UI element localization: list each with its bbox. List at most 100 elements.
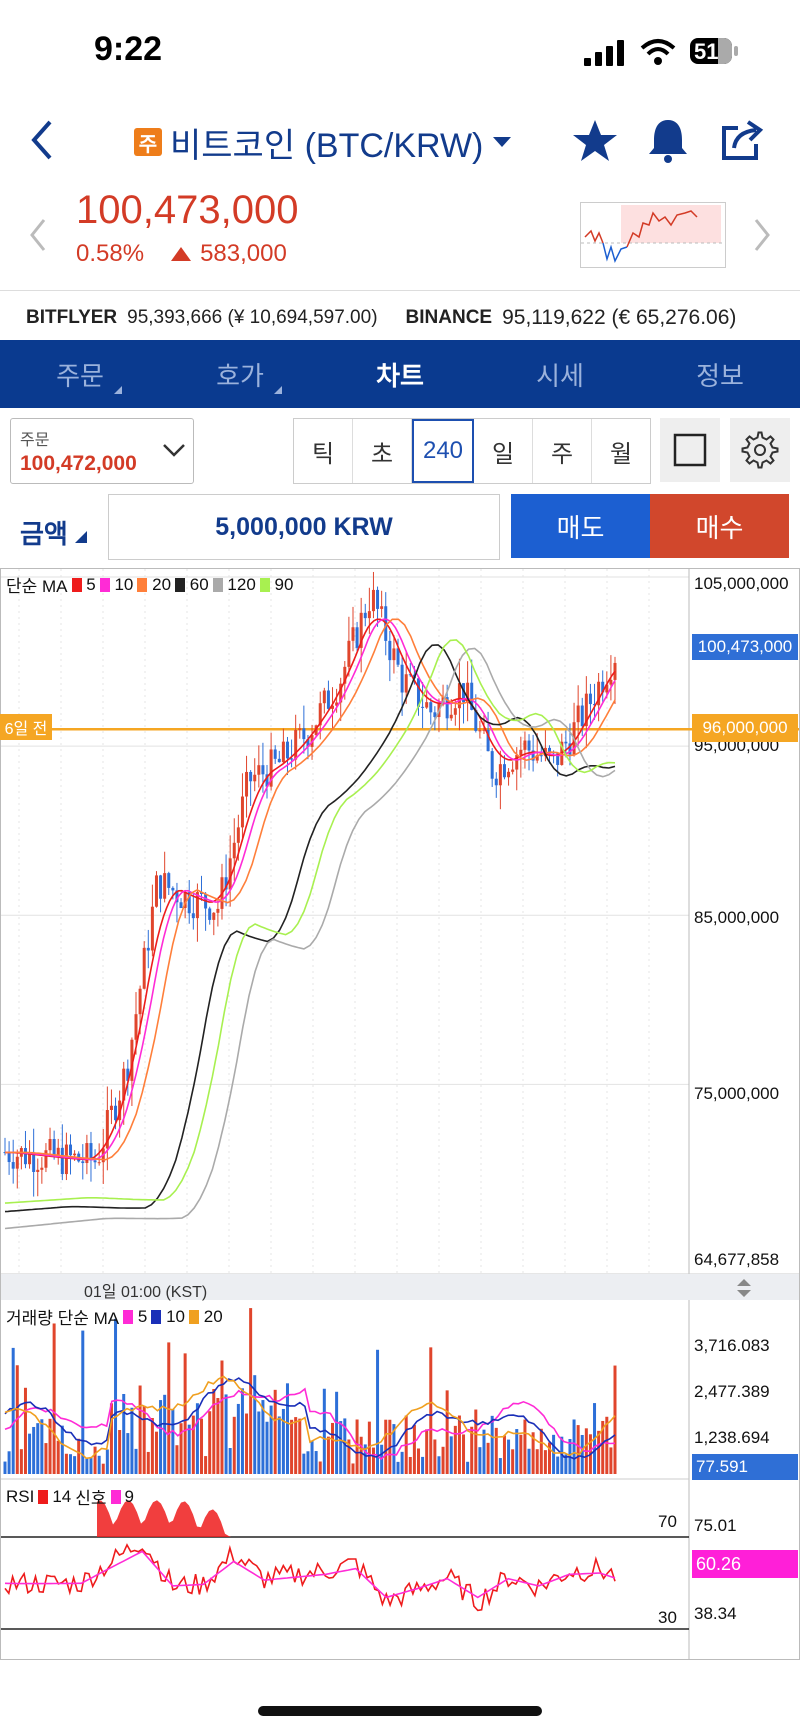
interval-tick[interactable]: 틱 [294,419,353,483]
candle-body [609,679,613,685]
candle-body [89,1143,93,1161]
volume-bar [81,1330,85,1474]
candle-body [371,589,375,612]
legend-vol-ma5: 5 [123,1307,147,1327]
volume-bar [236,1403,240,1474]
interval-month[interactable]: 월 [609,440,633,468]
candle-body [466,682,470,703]
candle-body [470,682,474,710]
tab-orderbook[interactable]: 호가 [160,340,320,408]
candle-body [367,611,371,619]
interval-selector: 틱 초 240 일 주 월 [293,418,651,484]
volume-bar [543,1450,547,1474]
alert-bell-icon[interactable] [646,116,690,164]
legend-ma10: 10 [99,575,133,595]
volume-bar [101,1463,105,1474]
candle-body [236,827,240,843]
volume-y-label: 3,716.083 [694,1336,770,1355]
volume-bar [552,1434,556,1474]
candle-body [64,1144,68,1175]
resize-handle-icon[interactable] [734,1278,754,1298]
interval-240[interactable]: 240 [412,419,474,483]
volume-bar [175,1445,179,1474]
volume-bar [486,1442,490,1474]
candle-body [290,758,294,760]
amount-type-select[interactable]: 금액 [20,514,88,551]
candle-body [150,906,154,951]
rsi-level-70: 70 [658,1512,677,1531]
mini-chart[interactable] [580,202,726,268]
buy-button[interactable]: 매수 [650,494,789,558]
current-price: 100,473,000 [76,188,299,232]
interval-second[interactable]: 초 [353,419,412,483]
interval-week[interactable]: 주 [533,419,592,483]
candle-body [195,892,199,919]
volume-bar [253,1375,257,1474]
candle-body [498,764,502,786]
candle-body [425,702,429,708]
candle-body [478,730,482,732]
candle-body [363,612,367,619]
chart-canvas[interactable] [1,569,799,1659]
candle-body [261,765,265,775]
volume-bar [224,1394,228,1474]
ma-line-120 [4,647,616,1230]
candle-body [60,1147,64,1175]
sell-button[interactable]: 매도 [511,494,650,558]
volume-bar [433,1439,437,1474]
volume-bar [507,1439,511,1474]
candle-body [527,740,531,751]
interval-day[interactable]: 일 [474,419,533,483]
candle-body [277,758,281,763]
volume-bar [474,1409,478,1474]
reference-prices: BITFLYER 95,393,666 (¥ 10,694,597.00) BI… [0,290,800,345]
candle-body [564,741,568,744]
asset-title[interactable]: 주 비트코인 (BTC/KRW) [134,118,513,166]
candle-body [52,1138,56,1156]
candle-body [519,749,523,756]
candle-body [605,684,609,693]
reference-line-value: 96,000,000 [692,714,798,742]
candle-body [105,1110,109,1149]
candle-body [40,1167,44,1170]
candle-body [507,771,511,778]
candle-body [281,741,285,763]
volume-bar [564,1454,568,1474]
candle-body [142,947,146,989]
candle-body [257,765,261,775]
volume-bar [470,1426,474,1474]
submenu-triangle-icon [114,386,122,394]
chart-settings-button[interactable] [730,418,790,482]
share-icon[interactable] [720,118,764,162]
volume-y-label: 1,238.694 [694,1428,770,1447]
favorite-star-icon[interactable] [572,118,618,162]
volume-bar [232,1416,236,1474]
order-price-select[interactable] [10,418,194,484]
ref-exchange-name: BITFLYER [26,307,118,328]
volume-bar [294,1417,298,1474]
chart-panel[interactable] [0,568,800,1660]
layout-toggle-button[interactable] [660,418,720,482]
volume-bar [339,1421,343,1474]
candle-body [392,648,396,661]
candle-body [294,729,298,760]
volume-bar [265,1421,269,1474]
volume-bar [204,1456,208,1474]
asset-name: 비트코인 (BTC/KRW) [170,126,484,165]
volume-bar [245,1413,249,1474]
candle-body [535,755,539,761]
tab-chart[interactable]: 차트 [320,340,480,408]
tab-market-price[interactable]: 시세 [480,340,640,408]
back-icon[interactable] [28,118,56,162]
prev-asset-icon[interactable] [28,218,48,252]
amount-input[interactable]: 5,000,000 KRW [108,494,500,560]
tab-order[interactable]: 주문 [0,340,160,408]
candle-body [253,774,257,782]
tab-info[interactable]: 정보 [640,340,800,408]
volume-bar [400,1451,404,1474]
volume-bar [138,1385,142,1474]
candle-body [453,708,457,715]
volume-bar [482,1429,486,1474]
candle-body [515,755,519,770]
next-asset-icon[interactable] [752,218,772,252]
